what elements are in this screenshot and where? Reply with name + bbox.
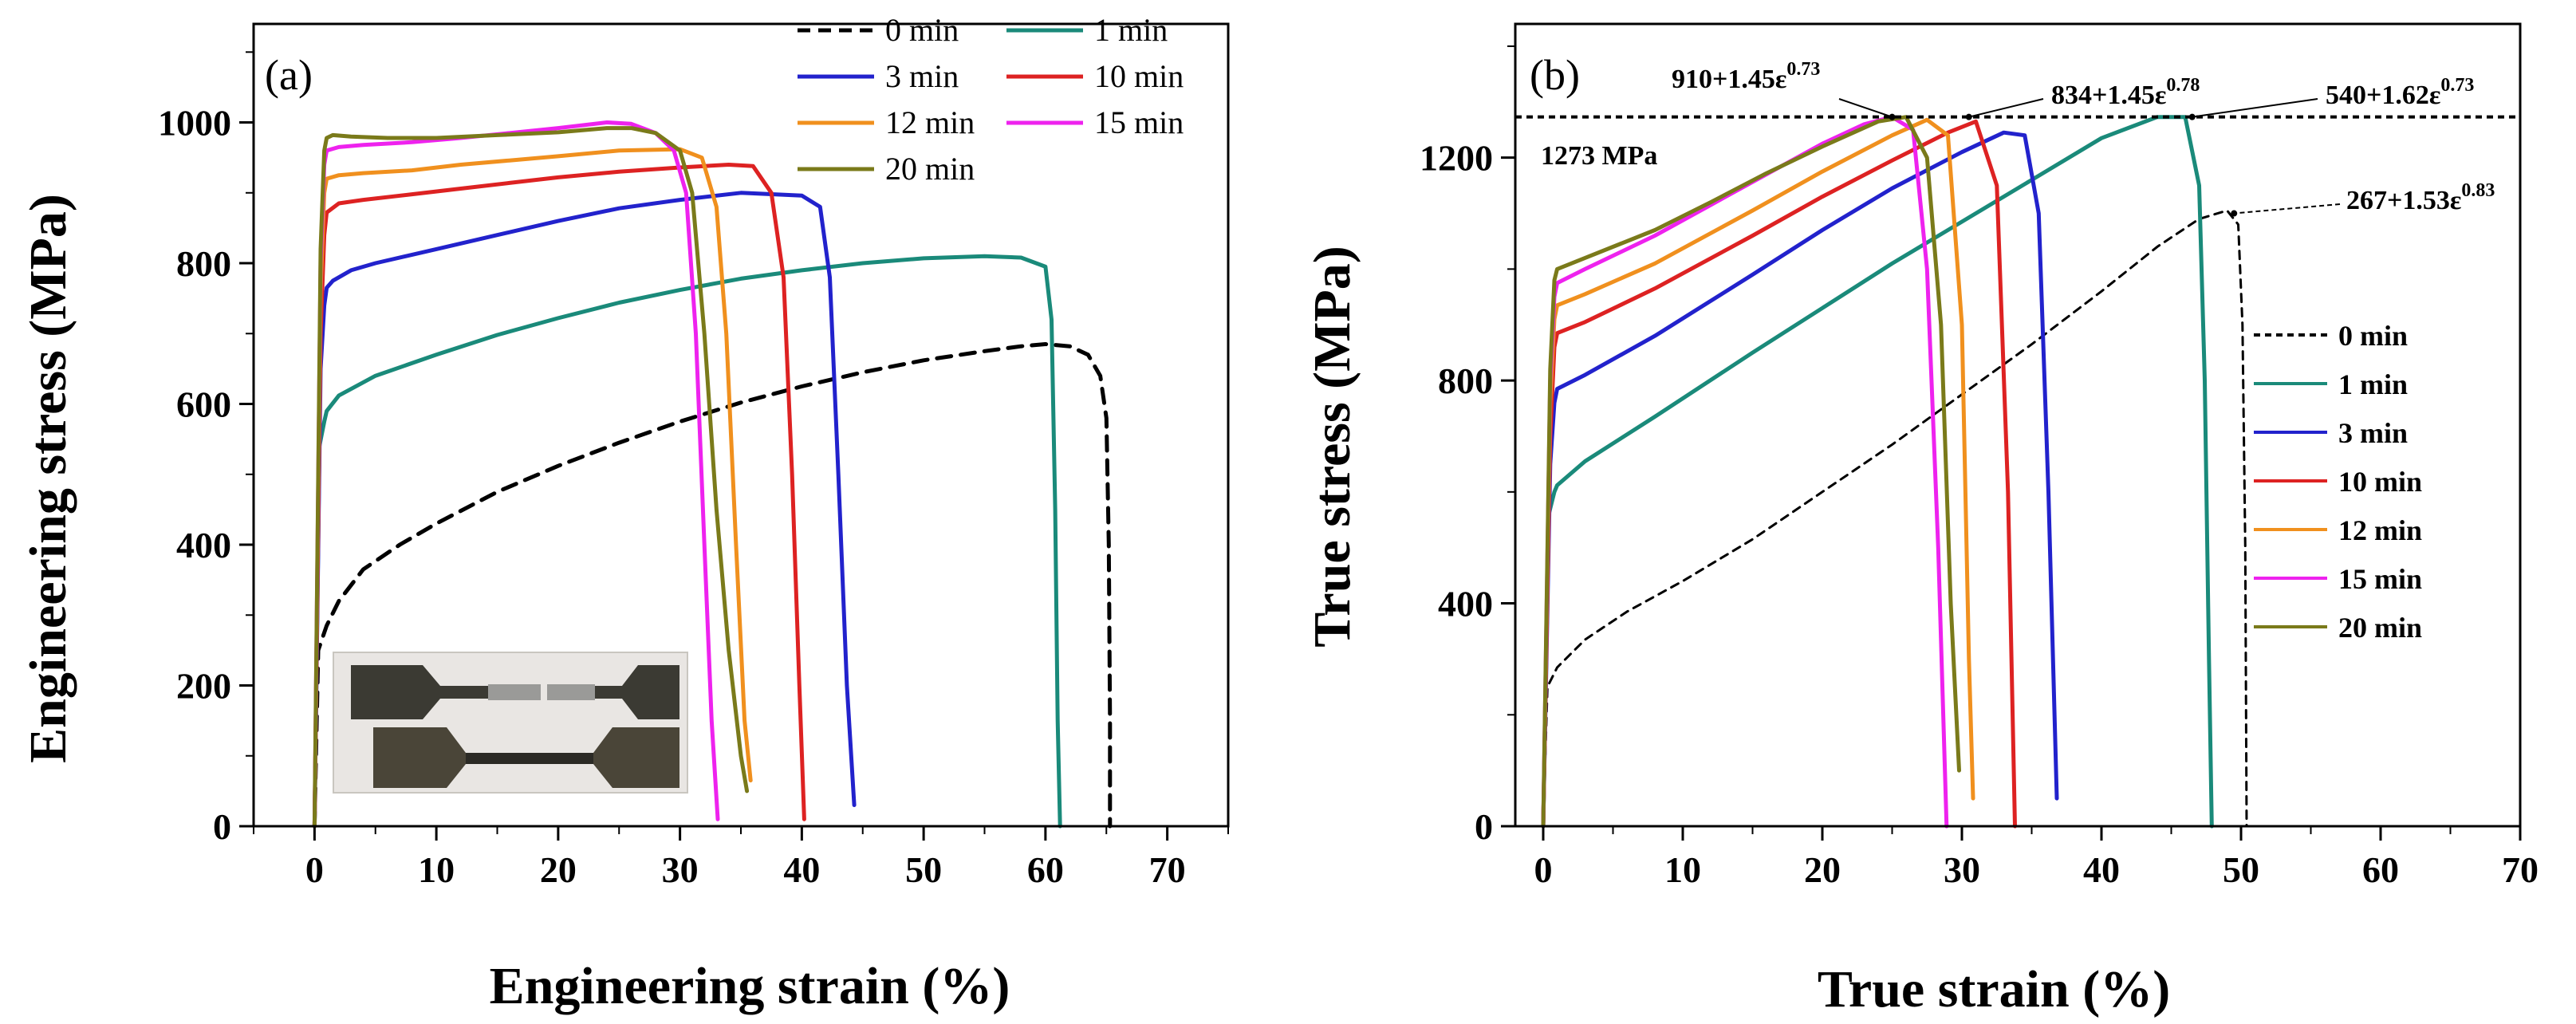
- panel-a-x-tick-label: 0: [305, 849, 324, 890]
- panel-a-y-tick-label: 800: [176, 243, 231, 284]
- panel-a-series-20-min: [312, 126, 750, 829]
- panel-b-legend-label-12-min: 12 min: [2338, 514, 2422, 546]
- panel-b-series-group: [1541, 115, 2248, 829]
- panel-b-series-15-min: [1541, 115, 1949, 829]
- panel-a-x-tick-label: 30: [662, 849, 699, 890]
- panel-b-series-12-min: [1541, 117, 1975, 829]
- annotation-arrow: [2192, 98, 2318, 118]
- panel-b-y-tick-label: 400: [1438, 584, 1493, 624]
- panel-a-series-group: [312, 120, 1113, 829]
- tensile-specimen-bottom: [373, 727, 679, 788]
- fit-equation-base: 540+1.62ε: [2326, 81, 2440, 110]
- panel-b-legend-label-10-min: 10 min: [2338, 466, 2422, 498]
- panel-a-series-0-min: [312, 342, 1113, 829]
- panel-a-legend: 0 min 1 min 3 min 10 min 12 min 15 min 20 min: [798, 12, 1184, 187]
- panel-b-x-tick-label: 20: [1804, 849, 1841, 890]
- panel-a-legend-label-12-min: 12 min: [885, 104, 975, 140]
- panel-b-x-tick-label: 0: [1534, 849, 1553, 890]
- annotation-arrow-head: [2188, 113, 2196, 120]
- annotation-arrow-head: [1889, 113, 1896, 120]
- annotation-arrow: [2234, 203, 2341, 215]
- panel-a-x-tick-label: 60: [1027, 849, 1064, 890]
- panel-b-legend-label-20-min: 20 min: [2338, 612, 2422, 644]
- panel-a-ticks: 0 10 20 30 40 50 60 70 0 200 400 600 800 1000: [158, 51, 1229, 890]
- panel-b-plot-frame: [1514, 22, 2522, 828]
- annotation-arrow: [1838, 98, 1893, 118]
- panel-a-legend-label-0-min: 0 min: [885, 12, 959, 48]
- fit-equation-exponent: 0.78: [2166, 75, 2200, 96]
- panel-a-x-axis-title: Engineering strain (%): [490, 957, 1010, 1015]
- panel-a-series-3-min: [312, 191, 857, 829]
- panel-b-series-1-min: [1541, 115, 2214, 829]
- panel-b-x-tick-label: 40: [2083, 849, 2120, 890]
- panel-a-y-tick-label: 600: [176, 384, 231, 425]
- panel-a-legend-label-20-min: 20 min: [885, 151, 975, 187]
- fit-equation-exponent: 0.73: [1786, 59, 1820, 80]
- panel-b-chart: 1273 MPa 0 10 20 30 40 50 60 70 0 400 800 1200 910+…: [1303, 22, 2539, 1018]
- panel-b-legend-label-3-min: 3 min: [2338, 417, 2408, 449]
- panel-a-x-tick-label: 40: [783, 849, 820, 890]
- panel-b-legend-label-1-min: 1 min: [2338, 368, 2408, 400]
- panel-a-y-tick-label: 0: [213, 806, 231, 847]
- panel-a-legend-label-1-min: 1 min: [1094, 12, 1168, 48]
- specimen-photo: [333, 652, 688, 794]
- panel-b-y-tick-label: 0: [1475, 806, 1493, 847]
- panel-b-x-tick-label: 60: [2362, 849, 2399, 890]
- panel-a-y-axis-title: Engineering stress (MPa): [19, 194, 77, 763]
- panel-b-fit-equation: 540+1.62ε0.73: [2326, 75, 2474, 110]
- panel-b-x-tick-label: 10: [1664, 849, 1701, 890]
- annotation-arrow-head: [1965, 113, 1972, 120]
- panel-b-legend-label-0-min: 0 min: [2338, 320, 2408, 352]
- panel-b-y-tick-label: 1200: [1420, 138, 1493, 179]
- panel-a-series-1-min: [312, 254, 1062, 829]
- panel-a-chart: 0 10 20 30 40 50 60 70 0 200 400 600 800 1000 (a) Eng…: [19, 12, 1230, 1015]
- panel-b-x-tick-label: 30: [1944, 849, 1980, 890]
- panel-a-x-tick-label: 20: [540, 849, 577, 890]
- panel-b-reference-label: 1273 MPa: [1541, 141, 1657, 171]
- annotation-arrow: [1968, 98, 2044, 118]
- panel-b-series-3-min: [1541, 130, 2059, 829]
- fit-equation-base: 834+1.45ε: [2051, 81, 2166, 110]
- panel-a-legend-label-10-min: 10 min: [1094, 58, 1184, 94]
- panel-b-ticks: 0 10 20 30 40 50 60 70 0 400 800 1200: [1420, 45, 2539, 890]
- panel-b-y-tick-label: 800: [1438, 360, 1493, 401]
- fit-equation-base: 910+1.45ε: [1672, 65, 1786, 94]
- panel-a-series-15-min: [312, 120, 720, 829]
- panel-b-legend: 0 min 1 min 3 min 10 min 12 min 15 min 20 min: [2254, 320, 2422, 644]
- panel-a-legend-label-15-min: 15 min: [1094, 104, 1184, 140]
- panel-b-fit-equation: 267+1.53ε0.83: [2346, 180, 2495, 215]
- panel-b-series-0-min: [1542, 209, 2248, 828]
- panel-a-x-tick-label: 70: [1149, 849, 1186, 890]
- fit-equation-exponent: 0.73: [2440, 75, 2474, 96]
- panel-a-x-tick-label: 10: [418, 849, 455, 890]
- panel-b-x-axis-title: True strain (%): [1818, 960, 2170, 1018]
- fit-equation-base: 267+1.53ε: [2346, 186, 2461, 215]
- panel-a-y-tick-label: 200: [176, 666, 231, 707]
- panel-a-legend-label-3-min: 3 min: [885, 58, 959, 94]
- panel-b-legend-label-15-min: 15 min: [2338, 563, 2422, 595]
- fit-equation-exponent: 0.83: [2461, 180, 2495, 201]
- panel-a-label: (a): [265, 51, 313, 99]
- panel-b-fit-equation: 910+1.45ε0.73: [1672, 59, 1820, 94]
- panel-b-x-tick-label: 70: [2502, 849, 2539, 890]
- panel-a-x-tick-label: 50: [905, 849, 942, 890]
- panel-b-series-20-min: [1541, 115, 1961, 829]
- panel-b-y-axis-title: True stress (MPa): [1303, 246, 1361, 647]
- tensile-specimen-top: [351, 665, 679, 719]
- panel-a-y-tick-label: 1000: [158, 103, 231, 144]
- panel-a-series-10-min: [312, 163, 806, 829]
- annotation-arrow-head: [2231, 210, 2238, 217]
- panel-a-y-tick-label: 400: [176, 525, 231, 565]
- panel-b-label: (b): [1530, 51, 1580, 99]
- panel-a-series-12-min: [312, 147, 753, 829]
- panel-b-fit-equation: 834+1.45ε0.78: [2051, 75, 2200, 110]
- panel-b-x-tick-label: 50: [2223, 849, 2259, 890]
